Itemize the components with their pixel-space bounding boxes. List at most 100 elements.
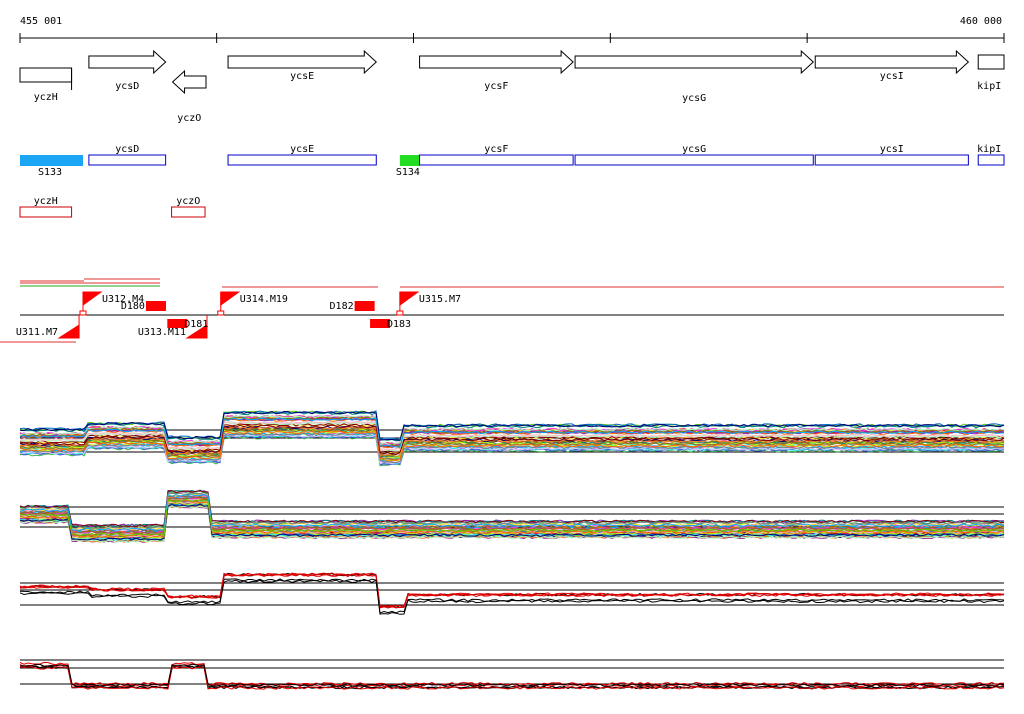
upshift-base [79, 310, 87, 316]
downshift-D182[interactable] [354, 301, 375, 311]
gene-label-ycsE: ycsE [290, 71, 314, 82]
segment-box-label: yczO [176, 196, 200, 207]
upshift-base [217, 310, 225, 316]
upshift-label: U312.M4 [102, 294, 144, 305]
expression-trace [19, 410, 1005, 441]
upshift-flag-U311.M7[interactable] [57, 324, 80, 339]
position-ruler: 455 001 460 000 [19, 16, 1005, 43]
gene-arrow-track: yczH ycsD yczO ycsE ycsF ycsG ycsI kipI [19, 49, 1005, 124]
downshift-label: D183 [387, 319, 411, 330]
expression-trace [19, 663, 1005, 687]
expression-trace [19, 434, 1005, 465]
gene-arrow-ycsD[interactable] [88, 49, 167, 75]
gene-label-kipI: kipI [977, 81, 1001, 92]
ruler-ticks [19, 33, 1005, 43]
expression-panel-4 [19, 659, 1005, 690]
segment-box-ycsD[interactable] [88, 154, 167, 166]
expression-trace [19, 496, 1005, 534]
gene-arrow-ycsI[interactable] [814, 49, 970, 75]
expression-trace [20, 424, 1005, 456]
gene-arrow-yczH[interactable] [19, 67, 73, 83]
gene-arrow-yczO[interactable] [171, 69, 207, 95]
segment-box-yczO[interactable] [171, 206, 206, 218]
expression-trace [19, 501, 1005, 539]
segment-marker-label: S133 [38, 167, 62, 178]
expression-trace [19, 414, 1005, 446]
expression-trace [19, 417, 1005, 448]
expression-trace [19, 490, 1005, 528]
downshift-D180[interactable] [145, 301, 166, 311]
downshift-D181[interactable] [167, 319, 188, 328]
upshift-label: U315.M7 [419, 294, 461, 305]
expression-panel-2 [19, 489, 1005, 544]
expression-trace [19, 421, 1005, 452]
segment-box-label: ycsD [115, 144, 139, 155]
gene-arrow-ycsF[interactable] [419, 49, 574, 75]
expression-trace [19, 665, 1005, 689]
expression-trace [19, 661, 1004, 686]
gene-arrow-ycsG[interactable] [574, 49, 815, 75]
segment-track: S133 S134 ycsD ycsE ycsF ycsG ycsI kipI yczH yczO [19, 144, 1005, 218]
gene-label-ycsF: ycsF [484, 81, 508, 92]
expression-trace [19, 416, 1005, 448]
shift-track: U311.M7 U312.M4 U313.M11 U314.M19 U315.M7 D18… [0, 278, 1004, 343]
segment-box-label: yczH [34, 196, 58, 207]
expression-trace [19, 499, 1005, 537]
segment-box-ycsE[interactable] [227, 154, 377, 166]
expression-panel-3 [19, 572, 1005, 615]
expression-trace [19, 435, 1005, 467]
segment-box-yczH[interactable] [19, 206, 73, 218]
gene-label-ycsG: ycsG [682, 93, 706, 104]
expression-trace [19, 503, 1005, 541]
expression-trace [19, 423, 1005, 454]
segment-box-label: ycsG [682, 144, 706, 155]
expression-trace [19, 415, 1005, 446]
expression-trace [19, 505, 1005, 543]
segment-marker-label: S134 [396, 167, 420, 178]
segment-box-label: ycsE [290, 144, 314, 155]
downshift-label: D181 [184, 319, 208, 330]
upshift-label: U314.M19 [240, 294, 288, 305]
gene-label-ycsD: ycsD [115, 81, 139, 92]
gene-arrow-ycsE[interactable] [227, 49, 378, 75]
segment-box-label: ycsF [484, 144, 508, 155]
expression-trace [19, 411, 1005, 442]
expression-trace [20, 492, 1005, 529]
expression-panel-1 [19, 410, 1005, 467]
upshift-flag-U315.M7[interactable] [399, 291, 420, 306]
upshift-flag-U312.M4[interactable] [82, 291, 103, 306]
downshift-D183[interactable] [370, 319, 391, 328]
downshift-label: D182 [330, 301, 354, 312]
expression-trace [19, 430, 1005, 462]
segment-box-kipI[interactable] [977, 154, 1005, 166]
gene-label-ycsI: ycsI [880, 71, 904, 82]
expression-trace [19, 578, 1005, 614]
segment-box-label: ycsI [880, 144, 904, 155]
expression-trace [19, 432, 1005, 463]
expression-trace [19, 493, 1005, 531]
expression-trace [19, 579, 1005, 615]
expression-trace [19, 666, 1005, 690]
expression-trace [19, 425, 1005, 456]
segment-box-label: kipI [977, 144, 1001, 155]
expression-trace [19, 410, 1005, 441]
gene-label-yczH: yczH [34, 92, 58, 103]
segment-box-ycsF[interactable] [419, 154, 574, 166]
expression-trace [19, 420, 1004, 452]
upshift-label: U313.M11 [138, 327, 186, 338]
ruler-end-label: 460 000 [960, 16, 1002, 27]
gene-label-yczO: yczO [177, 113, 201, 124]
upshift-flag-U314.M19[interactable] [220, 291, 241, 306]
expression-trace [19, 573, 1005, 609]
ruler-start-label: 455 001 [20, 16, 62, 27]
segment-marker-S134[interactable] [399, 155, 420, 166]
segment-marker-S133[interactable] [20, 155, 83, 166]
gene-arrow-kipI[interactable] [977, 54, 1005, 70]
segment-box-ycsI[interactable] [814, 154, 969, 166]
upshift-base [396, 310, 404, 316]
expression-trace [19, 500, 1005, 538]
segment-box-ycsG[interactable] [574, 154, 814, 166]
downshift-label: D180 [121, 301, 145, 312]
upshift-label: U311.M7 [16, 327, 58, 338]
